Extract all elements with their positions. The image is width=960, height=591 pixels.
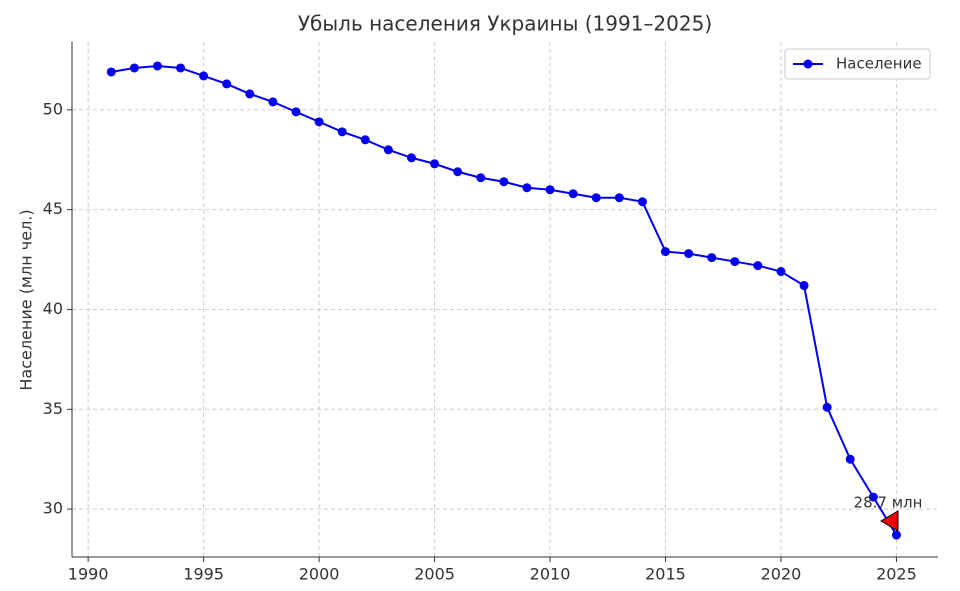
point (776, 267, 786, 277)
line (111, 64, 898, 536)
y-tick-label: 30 (43, 499, 63, 518)
point (360, 135, 370, 145)
x-tick-label: 2020 (761, 565, 802, 584)
point (453, 167, 463, 177)
legend-label: Население (836, 55, 922, 73)
y-tick-label: 40 (43, 299, 63, 318)
point (799, 281, 809, 291)
y-tick-label: 50 (43, 99, 63, 118)
point (291, 107, 301, 117)
point (222, 79, 232, 89)
x-tick-label: 2025 (876, 565, 917, 584)
point (614, 193, 624, 203)
point (868, 492, 878, 502)
legend-box (784, 48, 931, 80)
y-axis-label: Население (млн чел.) (17, 209, 36, 390)
point (406, 153, 416, 163)
point (637, 197, 647, 207)
point (337, 127, 347, 137)
y-tick-label: 45 (43, 199, 63, 218)
x-tick-label: 2000 (299, 565, 340, 584)
point (383, 145, 393, 155)
point (152, 61, 162, 71)
point (476, 173, 486, 183)
point (430, 159, 440, 169)
point (199, 71, 209, 81)
x-tick-label: 2010 (530, 565, 571, 584)
legend-marker (803, 59, 813, 69)
x-tick-label: 1990 (68, 565, 109, 584)
point (753, 261, 763, 271)
point (822, 402, 832, 412)
point (568, 189, 578, 199)
point (176, 63, 186, 73)
point (245, 89, 255, 99)
point (591, 193, 601, 203)
chart-title: Убыль населения Украины (1991–2025) (298, 12, 712, 36)
y-tick-label: 35 (43, 399, 63, 418)
point (314, 117, 324, 127)
point (268, 97, 278, 107)
point (845, 454, 855, 464)
point (545, 185, 555, 195)
x-tick-label: 2005 (414, 565, 455, 584)
annotation-arrow (880, 510, 899, 532)
point (129, 63, 139, 73)
point (730, 257, 740, 267)
point (499, 177, 509, 187)
point (106, 67, 116, 77)
x-tick-label: 1995 (183, 565, 224, 584)
point (891, 530, 901, 540)
point (522, 183, 532, 193)
point (684, 249, 694, 259)
annotation-text: 28.7 млн (854, 494, 923, 512)
point (660, 247, 670, 257)
point (707, 253, 717, 263)
x-tick-label: 2015 (645, 565, 686, 584)
